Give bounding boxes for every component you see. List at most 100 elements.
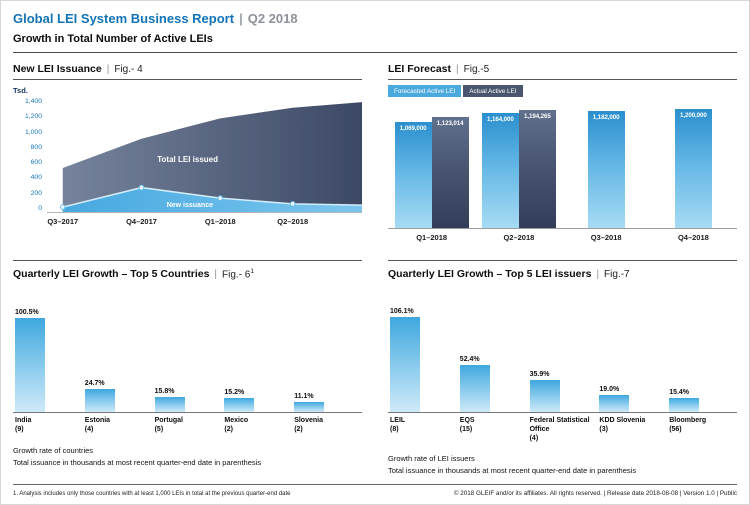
data-point-marker: [138, 184, 145, 191]
bar-value-label: 35.9%: [529, 371, 550, 378]
x-axis-label: Q3–2018: [590, 233, 622, 242]
category-name: KDD Slovenia: [599, 417, 646, 424]
bar-column: 52.4%: [458, 356, 528, 412]
y-axis-tick-label: 1,000: [24, 128, 42, 136]
fig7-caption-1: Growth rate of LEI issuers: [388, 454, 475, 464]
bottom-charts-row: Quarterly LEI Growth – Top 5 Countries |…: [13, 260, 737, 477]
bar-column: 11.1%: [292, 393, 362, 413]
x-axis-label: Q4–2018: [677, 233, 709, 242]
x-axis-label: Estonia (4): [83, 416, 153, 434]
bar-value-label: 15.8%: [154, 388, 175, 396]
bar-group: 1,200,000: [650, 109, 737, 228]
bar-value-label: 1,164,000: [487, 116, 514, 123]
fig4-chart: Tsd. 1,400 1,200 1,000 800 600 400 200 0 Total …: [13, 86, 362, 213]
bar-column: 100.5%: [13, 309, 83, 413]
fig7-number: Fig.-7: [604, 269, 630, 280]
fig7-title: Quarterly LEI Growth – Top 5 LEI issuers: [388, 268, 592, 280]
fig6-footnote-marker: 1: [250, 268, 254, 275]
bar-column: 15.2%: [222, 389, 292, 413]
bar: [459, 365, 490, 412]
fig4-area-svg: [59, 102, 362, 212]
x-axis-label: Q2–2018: [277, 217, 309, 226]
fig7-plot-area: 106.1% 52.4% 35.9% 19.0% 15.4%: [388, 290, 737, 412]
x-axis-label: Federal Statistical Office (4): [528, 416, 598, 443]
fig6-x-labels: India (9) Estonia (4) Portugal (5) Mexico (2) Sl…: [13, 412, 362, 434]
forecast-bar: 1,069,000: [394, 122, 432, 228]
x-axis-label: Slovenia (2): [292, 416, 362, 434]
x-axis-label: Q1–2018: [204, 217, 236, 226]
category-count: (4): [529, 435, 539, 443]
fig4-plot-area: Total LEI issued New issuance: [47, 98, 362, 213]
fig4-title: New LEI Issuance: [13, 63, 102, 75]
x-axis-label: Q1–2018: [416, 233, 448, 242]
fig5-number: Fig.-5: [463, 64, 490, 75]
fig4-separator: |: [106, 64, 110, 75]
bar-value-label: 1,194,265: [524, 113, 551, 120]
x-axis-label: Portugal (5): [153, 416, 223, 434]
forecast-bar: 1,200,000: [674, 109, 712, 228]
bar-value-label: 11.1%: [294, 393, 314, 401]
category-count: (2): [224, 426, 233, 434]
bar-column: 35.9%: [528, 371, 598, 412]
bar: [154, 397, 185, 413]
category-count: (5): [154, 426, 164, 434]
legend-forecasted-chip: Forecasted Active LEI: [388, 85, 462, 97]
fig6-captions: Growth rate of countries Total issuance …: [13, 445, 362, 469]
fig6-title-row: Quarterly LEI Growth – Top 5 Countries |…: [13, 268, 362, 282]
fig4-plot-column: Total LEI issued New issuance: [47, 86, 362, 213]
y-axis-tick-label: 800: [30, 143, 42, 151]
bar: [599, 395, 630, 412]
fig4-x-labels: Q3–2017 Q4–2017 Q1–2018 Q2–2018: [47, 217, 362, 229]
x-axis-label: Mexico (2): [222, 416, 292, 434]
fig4-title-row: New LEI Issuance | Fig.- 4: [13, 63, 362, 80]
category-count: (4): [84, 426, 94, 434]
category-name: Federal Statistical Office: [529, 417, 590, 434]
category-name: India: [15, 417, 32, 425]
fig6-number-text: Fig.- 6: [222, 269, 251, 281]
bar: [529, 380, 560, 412]
y-axis-tick-label: 600: [30, 159, 42, 167]
report-header: Global LEI System Business Report | Q2 2…: [13, 11, 737, 53]
bar-value-label: 106.1%: [390, 308, 414, 315]
actual-bar: 1,123,014: [431, 117, 469, 228]
category-name: EQS: [459, 417, 475, 424]
x-axis-label: Q3–2017: [47, 217, 79, 226]
bar-column: 15.4%: [667, 389, 737, 412]
page-footer: 1. Analysis includes only those countrie…: [13, 484, 737, 497]
legend-actual-chip: Actual Active LEI: [463, 85, 523, 97]
fig6-separator: |: [214, 269, 218, 281]
bar-group: 1,164,000 1,194,265: [475, 110, 562, 228]
bar-value-label: 15.4%: [669, 389, 690, 396]
x-axis-label: KDD Slovenia (3): [597, 416, 667, 443]
fig5-title: LEI Forecast: [388, 63, 452, 75]
fig7-panel: Quarterly LEI Growth – Top 5 LEI issuers…: [388, 260, 737, 477]
fig5-separator: |: [456, 64, 459, 75]
y-axis-tick-label: 200: [30, 189, 42, 197]
actual-bar: 1,194,265: [518, 110, 556, 228]
y-axis-tick-label: 1,200: [24, 113, 42, 121]
bar-column: 19.0%: [597, 386, 667, 412]
top-charts-row: New LEI Issuance | Fig.- 4 Tsd. 1,400 1,2…: [13, 63, 737, 242]
total-lei-issued-label: Total LEI issued: [157, 155, 218, 164]
category-count: (9): [15, 426, 24, 434]
bar-value-label: 1,182,000: [592, 114, 620, 121]
bar-value-label: 1,123,014: [436, 120, 464, 127]
analysis-footnote: 1. Analysis includes only those countrie…: [13, 491, 291, 497]
bar-value-label: 24.7%: [84, 380, 105, 388]
report-period: Q2 2018: [247, 11, 298, 26]
category-count: (8): [390, 426, 399, 434]
new-issuance-label: New issuance: [166, 202, 213, 209]
copyright-line: © 2018 GLEIF and/or its affiliates. All …: [453, 490, 737, 497]
bar-value-label: 15.2%: [224, 389, 245, 397]
fig5-x-labels: Q1–2018 Q2–2018 Q3–2018 Q4–2018: [388, 233, 737, 242]
x-axis-label: Q4–2017: [126, 217, 157, 226]
x-axis-label: LEIL (8): [388, 416, 458, 443]
data-point-marker: [59, 204, 66, 210]
new-issuance-area: [62, 187, 362, 212]
x-axis-label: India (9): [13, 416, 83, 434]
y-axis-tick-label: 0: [38, 204, 42, 212]
fig7-separator: |: [596, 269, 600, 280]
title-separator: |: [239, 11, 243, 26]
fig4-panel: New LEI Issuance | Fig.- 4 Tsd. 1,400 1,2…: [13, 63, 362, 242]
